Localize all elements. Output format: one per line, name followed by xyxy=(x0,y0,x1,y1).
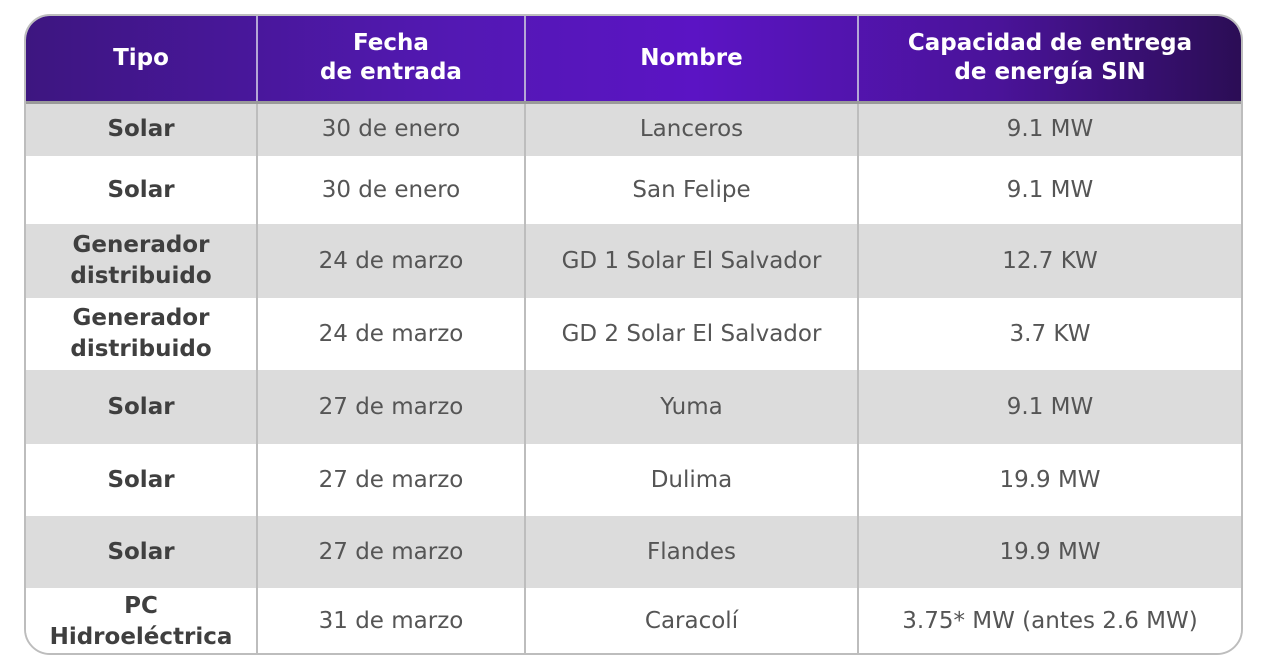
cell-tipo: PC Hidroeléctrica xyxy=(26,588,257,653)
header-fecha-label: Fecha de entrada xyxy=(320,30,462,86)
table-row: Solar 27 de marzo Dulima 19.9 MW xyxy=(26,444,1241,516)
table-row: Solar 30 de enero San Felipe 9.1 MW xyxy=(26,156,1241,224)
header-nombre-label: Nombre xyxy=(640,44,743,71)
cell-capacidad: 19.9 MW xyxy=(857,516,1241,588)
cell-nombre: Flandes xyxy=(524,516,858,588)
cell-capacidad: 12.7 KW xyxy=(857,224,1241,298)
cell-tipo: Solar xyxy=(26,156,257,224)
header-capacidad: Capacidad de entrega de energía SIN xyxy=(857,16,1241,102)
header-tipo: Tipo xyxy=(26,16,257,102)
cell-nombre: GD 1 Solar El Salvador xyxy=(524,224,858,298)
cell-tipo: Generador distribuido xyxy=(26,298,257,370)
header-fecha: Fecha de entrada xyxy=(256,16,525,102)
cell-capacidad: 3.7 KW xyxy=(857,298,1241,370)
cell-fecha: 31 de marzo xyxy=(256,588,525,653)
cell-nombre: Caracolí xyxy=(524,588,858,653)
table-row: PC Hidroeléctrica 31 de marzo Caracolí 3… xyxy=(26,588,1241,653)
header-nombre: Nombre xyxy=(524,16,858,102)
cell-fecha: 30 de enero xyxy=(256,100,525,156)
cell-tipo: Solar xyxy=(26,370,257,444)
cell-tipo: Solar xyxy=(26,100,257,156)
header-capacidad-label: Capacidad de entrega de energía SIN xyxy=(907,30,1193,86)
cell-tipo: Solar xyxy=(26,516,257,588)
table-body: Solar 30 de enero Lanceros 9.1 MW Solar … xyxy=(26,100,1241,653)
table-row: Solar 27 de marzo Flandes 19.9 MW xyxy=(26,516,1241,588)
cell-fecha: 24 de marzo xyxy=(256,224,525,298)
cell-tipo: Generador distribuido xyxy=(26,224,257,298)
cell-fecha: 27 de marzo xyxy=(256,516,525,588)
cell-fecha: 24 de marzo xyxy=(256,298,525,370)
cell-nombre: GD 2 Solar El Salvador xyxy=(524,298,858,370)
cell-tipo: Solar xyxy=(26,444,257,516)
energy-projects-table-container: Tipo Fecha de entrada Nombre Capacidad d… xyxy=(24,14,1243,655)
cell-capacidad: 9.1 MW xyxy=(857,370,1241,444)
cell-fecha: 27 de marzo xyxy=(256,370,525,444)
cell-capacidad: 9.1 MW xyxy=(857,100,1241,156)
cell-nombre: Yuma xyxy=(524,370,858,444)
cell-nombre: San Felipe xyxy=(524,156,858,224)
table-row: Generador distribuido 24 de marzo GD 1 S… xyxy=(26,224,1241,298)
cell-nombre: Dulima xyxy=(524,444,858,516)
table-row: Generador distribuido 24 de marzo GD 2 S… xyxy=(26,298,1241,370)
cell-capacidad: 9.1 MW xyxy=(857,156,1241,224)
cell-nombre: Lanceros xyxy=(524,100,858,156)
cell-fecha: 30 de enero xyxy=(256,156,525,224)
cell-capacidad: 3.75* MW (antes 2.6 MW) xyxy=(857,588,1241,653)
energy-projects-table: Tipo Fecha de entrada Nombre Capacidad d… xyxy=(26,16,1241,653)
cell-fecha: 27 de marzo xyxy=(256,444,525,516)
table-row: Solar 30 de enero Lanceros 9.1 MW xyxy=(26,100,1241,156)
table-row: Solar 27 de marzo Yuma 9.1 MW xyxy=(26,370,1241,444)
header-row: Tipo Fecha de entrada Nombre Capacidad d… xyxy=(26,16,1241,102)
cell-capacidad: 19.9 MW xyxy=(857,444,1241,516)
header-tipo-label: Tipo xyxy=(113,44,169,71)
table-header: Tipo Fecha de entrada Nombre Capacidad d… xyxy=(26,16,1241,102)
